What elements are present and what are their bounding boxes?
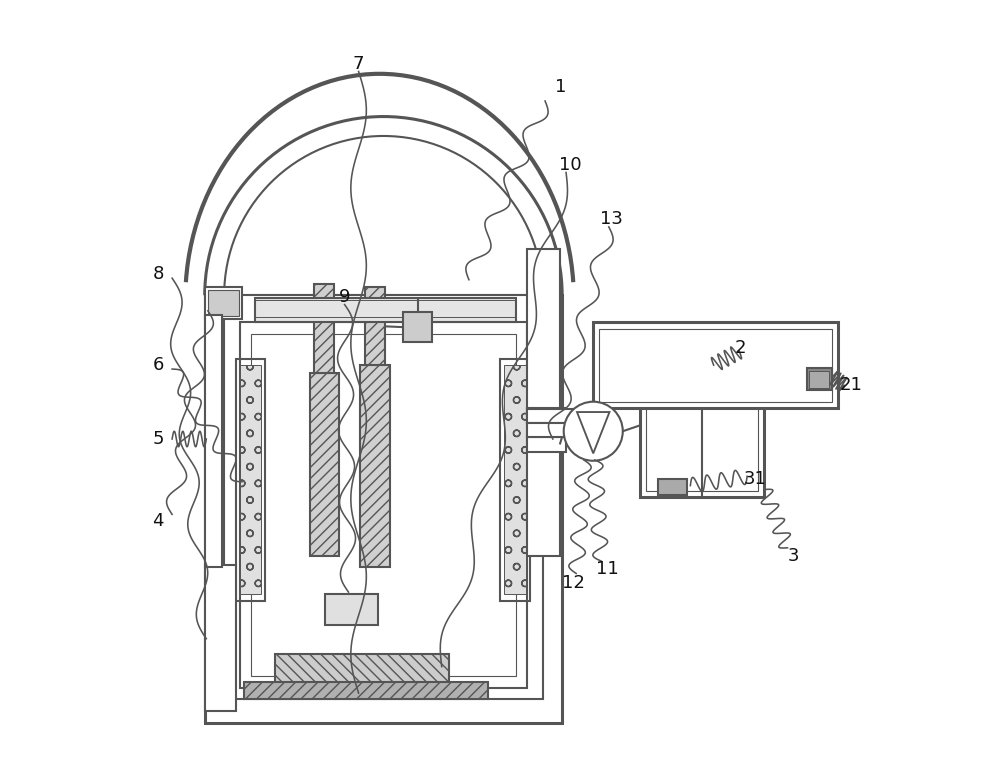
Bar [527,249,560,556]
Bar [236,359,265,601]
Bar [527,423,596,437]
Text: 21: 21 [840,376,863,395]
Bar [224,295,543,699]
Text: 1: 1 [555,78,566,96]
Bar [527,408,566,423]
Bar [310,373,339,556]
Bar [403,312,432,342]
Text: 2: 2 [735,339,747,357]
Text: 3: 3 [788,546,799,565]
Text: 13: 13 [600,210,623,228]
Bar [205,295,562,723]
Bar [205,315,222,567]
Bar [646,360,758,491]
Bar [255,300,516,317]
Bar [809,371,829,388]
Text: 8: 8 [152,264,164,283]
Bar [205,565,236,711]
Bar [593,322,838,408]
Bar [325,594,378,625]
Bar [244,682,488,699]
Text: 9: 9 [339,287,350,306]
Text: 31: 31 [743,470,766,489]
Text: 6: 6 [152,356,164,375]
Text: 11: 11 [596,559,619,578]
Bar [500,359,530,601]
Text: 10: 10 [559,155,581,174]
Bar [205,287,242,319]
Bar [527,437,566,452]
Bar [504,365,526,594]
Bar [255,298,516,322]
Bar [240,365,261,594]
Text: 5: 5 [152,430,164,448]
Bar [640,354,764,497]
Bar [527,409,596,423]
Bar [360,365,390,567]
Bar [314,284,334,373]
Text: 4: 4 [152,511,164,530]
Bar [599,329,832,402]
Bar [807,368,832,390]
Circle shape [564,402,623,461]
Bar [251,334,516,676]
Bar [240,322,527,688]
Text: 12: 12 [562,573,585,592]
Bar [365,287,385,365]
Text: 7: 7 [353,54,364,73]
Bar [275,654,449,684]
Bar [208,290,239,316]
Bar [658,479,687,495]
